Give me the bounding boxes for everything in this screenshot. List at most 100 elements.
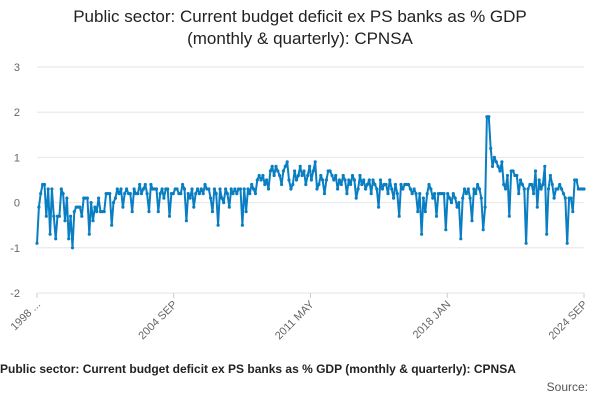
data-point[interactable]	[136, 192, 140, 196]
data-point[interactable]	[231, 192, 235, 196]
data-point[interactable]	[393, 182, 397, 187]
data-point[interactable]	[507, 214, 511, 218]
data-point[interactable]	[298, 164, 302, 168]
data-point[interactable]	[306, 173, 310, 178]
data-point[interactable]	[252, 187, 256, 191]
data-point[interactable]	[481, 228, 485, 232]
data-point[interactable]	[537, 178, 541, 182]
data-point[interactable]	[35, 241, 39, 245]
data-point[interactable]	[285, 160, 289, 164]
data-point[interactable]	[470, 219, 474, 223]
data-point[interactable]	[347, 178, 351, 182]
data-point[interactable]	[70, 246, 75, 250]
data-point[interactable]	[524, 241, 528, 245]
data-point[interactable]	[199, 187, 203, 191]
data-point[interactable]	[171, 192, 175, 196]
data-point[interactable]	[42, 182, 47, 187]
data-point[interactable]	[253, 192, 257, 196]
data-point[interactable]	[233, 187, 237, 191]
data-point[interactable]	[110, 223, 114, 227]
data-point[interactable]	[446, 192, 450, 196]
data-point[interactable]	[95, 210, 99, 214]
data-point[interactable]	[48, 232, 52, 236]
data-point[interactable]	[558, 182, 562, 187]
data-point[interactable]	[119, 187, 123, 191]
data-point[interactable]	[543, 164, 547, 168]
data-point[interactable]	[57, 214, 62, 218]
data-point[interactable]	[322, 192, 327, 196]
data-point[interactable]	[80, 214, 84, 218]
data-point[interactable]	[494, 160, 498, 164]
data-point[interactable]	[78, 205, 82, 209]
data-point[interactable]	[425, 192, 429, 196]
data-point[interactable]	[125, 187, 129, 191]
data-point[interactable]	[181, 182, 185, 187]
data-point[interactable]	[434, 214, 439, 218]
data-point[interactable]	[500, 160, 504, 164]
data-point[interactable]	[240, 223, 244, 227]
data-point[interactable]	[356, 187, 360, 191]
data-point[interactable]	[278, 173, 282, 178]
data-point[interactable]	[52, 214, 56, 218]
data-point[interactable]	[362, 178, 366, 182]
data-point[interactable]	[149, 182, 153, 187]
data-point[interactable]	[235, 192, 239, 196]
data-point[interactable]	[401, 187, 405, 191]
data-point[interactable]	[67, 237, 71, 241]
data-point[interactable]	[337, 178, 341, 182]
data-point[interactable]	[179, 192, 183, 196]
data-point[interactable]	[518, 178, 523, 182]
data-point[interactable]	[46, 187, 50, 191]
data-point[interactable]	[474, 192, 478, 196]
data-point[interactable]	[565, 241, 569, 245]
data-point[interactable]	[561, 192, 566, 196]
data-point[interactable]	[220, 196, 224, 200]
data-point[interactable]	[50, 187, 54, 191]
data-point[interactable]	[121, 205, 125, 209]
data-point[interactable]	[457, 201, 461, 205]
data-point[interactable]	[287, 178, 291, 182]
data-point[interactable]	[408, 187, 412, 191]
data-point[interactable]	[505, 173, 510, 178]
data-point[interactable]	[158, 192, 162, 196]
data-point[interactable]	[91, 219, 95, 223]
data-point[interactable]	[498, 169, 502, 173]
data-point[interactable]	[378, 178, 383, 182]
data-point[interactable]	[552, 196, 556, 200]
data-point[interactable]	[410, 192, 414, 196]
data-point[interactable]	[145, 192, 149, 196]
data-point[interactable]	[532, 192, 536, 196]
data-point[interactable]	[535, 205, 539, 209]
data-point[interactable]	[414, 192, 418, 196]
data-point[interactable]	[468, 196, 472, 200]
data-point[interactable]	[194, 192, 198, 196]
data-point[interactable]	[324, 178, 328, 182]
data-point[interactable]	[196, 187, 200, 191]
data-point[interactable]	[354, 196, 358, 200]
data-point[interactable]	[392, 196, 396, 200]
data-point[interactable]	[266, 187, 271, 191]
data-point[interactable]	[380, 187, 384, 191]
data-point[interactable]	[263, 182, 267, 187]
data-point[interactable]	[386, 192, 390, 196]
data-point[interactable]	[210, 210, 215, 214]
data-point[interactable]	[294, 178, 299, 182]
data-point[interactable]	[334, 173, 338, 178]
data-point[interactable]	[102, 210, 106, 214]
data-point[interactable]	[395, 192, 399, 196]
data-point[interactable]	[229, 187, 233, 191]
data-point[interactable]	[451, 192, 455, 196]
data-point[interactable]	[272, 173, 276, 178]
data-point[interactable]	[154, 187, 159, 191]
data-point[interactable]	[448, 196, 452, 200]
data-point[interactable]	[93, 205, 97, 209]
data-point[interactable]	[304, 182, 308, 187]
data-point[interactable]	[44, 214, 48, 218]
data-point[interactable]	[476, 182, 480, 187]
data-point[interactable]	[276, 169, 280, 173]
data-point[interactable]	[352, 178, 356, 182]
data-point[interactable]	[406, 182, 411, 187]
data-point[interactable]	[442, 192, 446, 196]
data-point[interactable]	[313, 160, 317, 164]
data-point[interactable]	[556, 187, 560, 191]
